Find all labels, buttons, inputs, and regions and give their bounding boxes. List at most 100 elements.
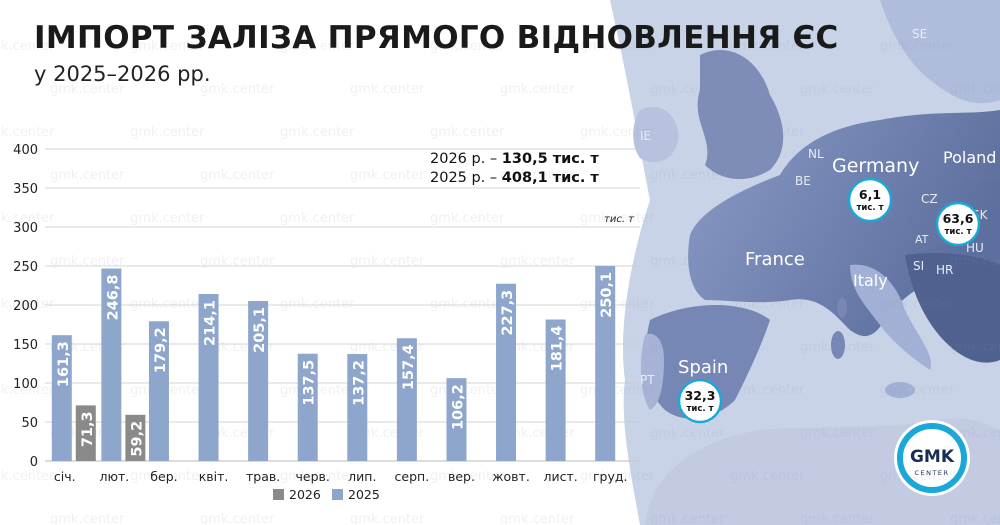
watermark-text: gmk.center (650, 254, 725, 269)
chart-legend: 2026 2025 (273, 487, 380, 502)
bar-label-2025: 246,8 (105, 274, 121, 320)
watermark-text: gmk.center (880, 211, 955, 226)
watermark-text: gmk.center (800, 512, 875, 525)
watermark-text: gmk.center (130, 469, 205, 484)
chart-bars: 161,3 71,3 246,8 59,2 179,2 214,1 205,1 137,5 13… (51, 265, 616, 461)
watermark-text: gmk.center (200, 512, 275, 525)
watermark-text: gmk.center (130, 211, 205, 226)
map-land-uk (697, 49, 784, 180)
watermark-text: gmk.center (0, 297, 55, 312)
y-tick-label: 50 (21, 416, 38, 431)
y-axis: 0 50 100 150 200 250 300 350 400 (13, 143, 38, 470)
y-tick-label: 100 (13, 377, 38, 392)
bar-2025 (496, 283, 517, 461)
x-tick-label: квіт. (199, 469, 229, 484)
watermark-text: gmk.center (350, 512, 425, 525)
summary-2025-label: 2025 р. – (430, 170, 498, 186)
watermark-text: gmk.center (950, 340, 1000, 355)
map-labels: Germany PolandFranceItalySpainNLBECZSKATS… (640, 27, 996, 387)
x-tick-label: черв. (296, 469, 330, 484)
map-label-cz: CZ (921, 192, 938, 206)
callout-circle (935, 201, 981, 247)
map-label-ie: IE (640, 129, 651, 143)
map-label-poland: Poland (943, 148, 996, 167)
map-land-ireland (633, 106, 679, 163)
watermark-text: gmk.center (0, 125, 55, 140)
bar-2025 (101, 268, 122, 461)
watermark-text: gmk.center (430, 211, 505, 226)
watermark-text: gmk.center (580, 125, 655, 140)
y-tick-label: 200 (13, 299, 38, 314)
bar-2025 (396, 338, 417, 461)
bar-2025 (595, 265, 616, 461)
callout-circle (847, 177, 893, 223)
bar-2025 (347, 353, 368, 461)
watermark-text: gmk.center (430, 39, 505, 54)
x-tick-label: вер. (448, 469, 475, 484)
watermark-text: gmk.center (200, 254, 275, 269)
watermark-text: gmk.center (650, 82, 725, 97)
watermark-text: gmk.center (200, 168, 275, 183)
watermark-text: gmk.center (730, 125, 805, 140)
bar-label-2025: 250,1 (599, 272, 615, 318)
watermark-text: gmk.center (730, 383, 805, 398)
watermark-text: gmk.center (580, 383, 655, 398)
bar-label-2026: 71,3 (80, 411, 96, 447)
watermark-text: gmk.center (800, 426, 875, 441)
unit-label: тис. т (604, 214, 635, 225)
map-label-italy: Italy (853, 271, 888, 290)
map-label-nl: NL (808, 147, 824, 161)
bar-label-2025: 214,1 (203, 300, 219, 346)
bar-2025 (198, 294, 219, 461)
watermark-text: gmk.center (430, 469, 505, 484)
bar-label-2025: 137,5 (302, 360, 318, 406)
bar-2025 (545, 319, 566, 461)
watermark-text: gmk.center (50, 254, 125, 269)
x-tick-label: серп. (395, 469, 430, 484)
map-label-si: SI (913, 259, 924, 273)
summary-2026-value: 130,5 тис. т (501, 151, 599, 167)
watermark-text: gmk.center (0, 39, 55, 54)
page-title: ІМПОРТ ЗАЛІЗА ПРЯМОГО ВІДНОВЛЕННЯ ЄС (34, 20, 839, 56)
bar-2025 (148, 321, 169, 461)
watermark-text: gmk.center (950, 512, 1000, 525)
watermark-text: gmk.center (580, 469, 655, 484)
watermark-text: gmk.center (430, 297, 505, 312)
watermark-text: gmk.center (130, 39, 205, 54)
bar-label-2025: 227,3 (500, 290, 516, 336)
watermark-text: gmk.center (350, 168, 425, 183)
watermark-text: gmk.center (580, 297, 655, 312)
map-label-pt: PT (640, 373, 655, 387)
watermark-text: gmk.center (500, 254, 575, 269)
watermark-text: gmk.center (730, 211, 805, 226)
watermark-text: gmk.center (800, 82, 875, 97)
watermark-text: gmk.center (950, 426, 1000, 441)
summary-2026: 2026 р. – 130,5 тис. т (430, 151, 599, 167)
watermark-text: gmk.center (650, 168, 725, 183)
watermark-layer: gmk.center gmk.center gmk.center gmk.center… (0, 39, 1000, 525)
watermark-text: gmk.center (0, 383, 55, 398)
y-tick-label: 400 (13, 143, 38, 158)
watermark-text: gmk.center (800, 254, 875, 269)
watermark-text: gmk.center (280, 297, 355, 312)
callout-value: 32,3 (685, 388, 716, 403)
map-label-france: France (745, 249, 805, 270)
watermark-text: gmk.center (350, 82, 425, 97)
bar-chart: 0 50 100 150 200 250 300 350 400 161,3 71,3 246,8 5… (13, 143, 640, 502)
watermark-text: gmk.center (280, 469, 355, 484)
watermark-text: gmk.center (800, 340, 875, 355)
map-label-at: AT (915, 233, 929, 246)
map-land-sicily (885, 382, 915, 398)
summary-2025-value: 408,1 тис. т (501, 170, 599, 186)
x-axis: січ. лют. бер. квіт. трав. черв. лип. серп. вер.… (54, 469, 628, 484)
watermark-text: gmk.center (280, 125, 355, 140)
summary-2026-label: 2026 р. – (430, 151, 498, 167)
gmk-center-logo: GMK CENTER (894, 420, 970, 496)
map-land-iberia (645, 305, 770, 419)
map-label-germany: Germany (832, 155, 919, 177)
map-label-spain: Spain (678, 357, 728, 378)
x-tick-label: жовт. (492, 469, 530, 484)
